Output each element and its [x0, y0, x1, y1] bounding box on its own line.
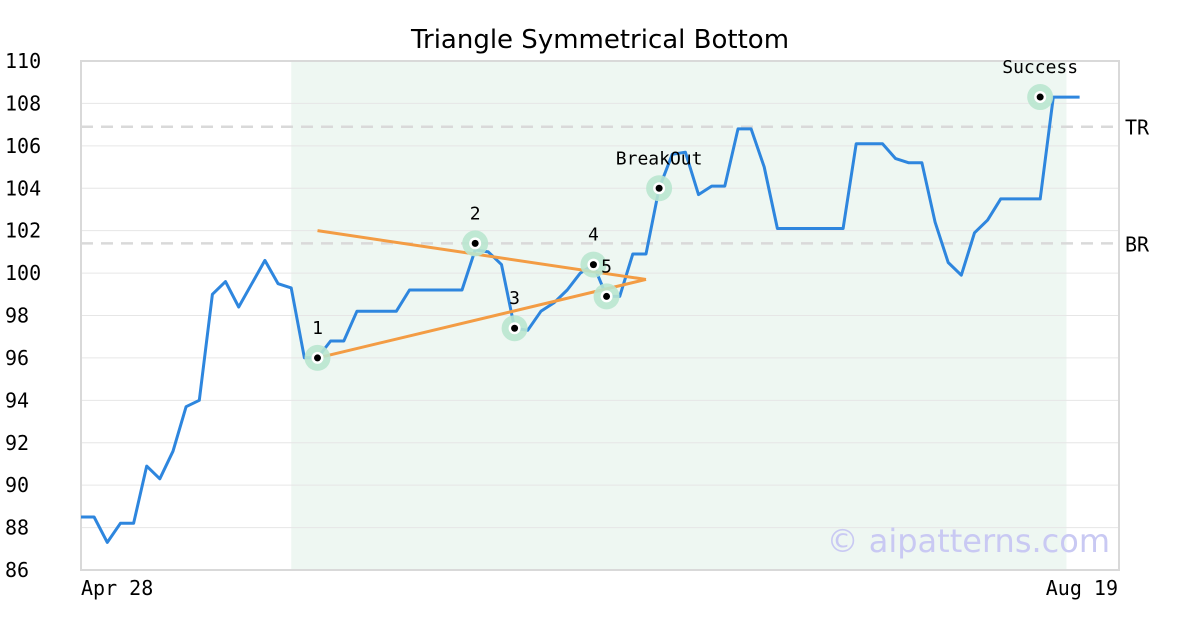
point-marker: [1036, 93, 1044, 101]
point-marker: [314, 354, 322, 362]
plot-frame: [80, 60, 1120, 571]
point-marker: [603, 292, 611, 300]
point-label: 3: [509, 288, 520, 309]
y-tick-label: 100: [5, 261, 41, 285]
y-tick-label: 96: [5, 346, 29, 370]
y-tick-label: 92: [5, 431, 29, 455]
point-label: 2: [470, 203, 481, 224]
hline-label-tr: TR: [1125, 116, 1150, 140]
point-marker: [589, 261, 597, 269]
y-tick-label: 94: [5, 388, 29, 412]
y-tick-label: 98: [5, 304, 29, 328]
y-tick-label: 90: [5, 473, 29, 497]
y-tick-label: 106: [5, 134, 41, 158]
y-tick-label: 102: [5, 219, 41, 243]
plot-area: 86 88 90 92 94 96 98 100 102 104 106 108 110 TR BR 1 2 3 4…: [5, 49, 1150, 582]
chart-title: Triangle Symmetrical Bottom: [410, 25, 789, 55]
point-label: BreakOut: [616, 148, 703, 169]
point-label: 5: [601, 256, 612, 277]
series-line-0: [81, 95, 1080, 544]
point-marker: [471, 239, 479, 247]
point-label: Success: [1002, 57, 1078, 78]
x-tick-label-start: Apr 28: [81, 576, 153, 600]
x-tick-label-end: Aug 19: [1046, 576, 1118, 600]
watermark: © aipatterns.com: [827, 522, 1110, 560]
point-marker: [511, 324, 519, 332]
y-tick-label: 110: [5, 49, 41, 73]
hline-label-br: BR: [1125, 232, 1150, 256]
point-marker: [655, 184, 663, 192]
y-tick-label: 88: [5, 516, 29, 540]
point-label: 4: [588, 225, 599, 246]
y-tick-label: 108: [5, 91, 41, 115]
y-tick-label: 86: [5, 558, 29, 582]
triangle-lower-line: [317, 277, 647, 360]
y-tick-label: 104: [5, 176, 41, 200]
point-label: 1: [312, 318, 323, 339]
